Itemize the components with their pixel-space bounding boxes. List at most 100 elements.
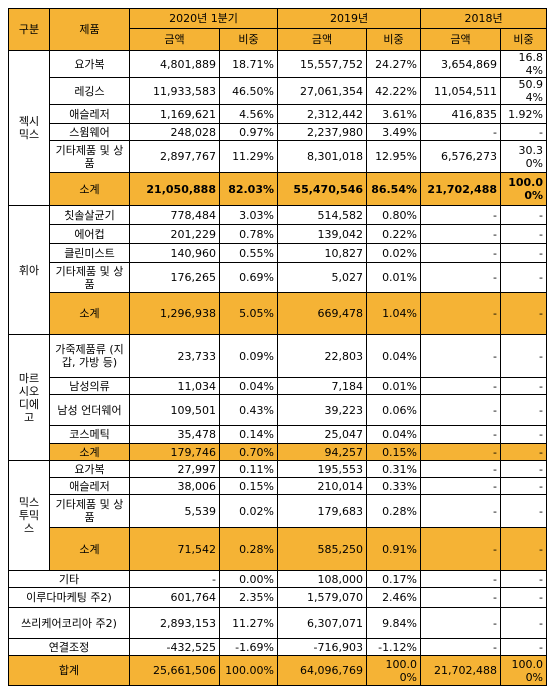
- value-cell: 8,301,018: [277, 140, 368, 173]
- subtotal-row: 소계 21,050,888 82.03% 55,470,546 86.54% 21,702…: [9, 172, 548, 206]
- value-cell: 5,539: [129, 494, 220, 528]
- value-cell: 0.70%: [218, 443, 279, 461]
- value-cell: 179,746: [129, 443, 220, 461]
- value-cell: -: [500, 394, 548, 426]
- product-label: 기타제품 및 상품: [49, 140, 130, 173]
- value-cell: 82.03%: [218, 172, 279, 206]
- group-name: 믹스 투믹 스: [8, 460, 50, 571]
- value-cell: 210,014: [277, 477, 368, 495]
- value-cell: -: [500, 377, 548, 395]
- product-label: 레깅스: [49, 77, 130, 105]
- table-row: 기타제품 및 상품 2,897,767 11.29% 8,301,018 12.95% 6…: [9, 140, 548, 173]
- value-cell: 6,307,071: [277, 607, 368, 639]
- value-cell: -: [420, 224, 502, 244]
- value-cell: 2,893,153: [129, 607, 220, 639]
- value-cell: 0.97%: [218, 123, 279, 141]
- value-cell: 46.50%: [218, 77, 279, 105]
- value-cell: 514,582: [277, 205, 368, 225]
- value-cell: 7,184: [277, 377, 368, 395]
- value-cell: 100.00%: [366, 655, 422, 686]
- header-amount: 금액: [129, 28, 220, 51]
- value-cell: 1.92%: [500, 104, 548, 124]
- value-cell: 11,933,583: [129, 77, 220, 105]
- product-label: 기타제품 및 상품: [49, 262, 130, 293]
- header-row: 구분 제품 2020년 1분기 2019년 2018년: [8, 8, 548, 51]
- header-product: 제품: [49, 8, 130, 51]
- product-label: 남성의류: [49, 377, 130, 395]
- value-cell: 1,296,938: [129, 292, 220, 335]
- subtotal-row: 소계 1,296,938 5.05% 669,478 1.04% - -: [9, 292, 548, 335]
- value-cell: 1,579,070: [277, 587, 368, 608]
- product-label: 가죽제품류 (지갑, 가방 등): [49, 334, 130, 378]
- value-cell: 0.00%: [218, 570, 279, 588]
- value-cell: 1,169,621: [129, 104, 220, 124]
- value-cell: -1.12%: [366, 638, 422, 656]
- value-cell: 11.29%: [218, 140, 279, 173]
- header-ratio: 비중: [366, 28, 422, 51]
- table-row: 애슬레저 1,169,621 4.56% 2,312,442 3.61% 416,835 1…: [9, 104, 548, 124]
- value-cell: 0.55%: [218, 243, 279, 263]
- value-cell: 55,470,546: [277, 172, 368, 206]
- group-name: 휘아: [8, 205, 50, 335]
- value-cell: 0.01%: [366, 377, 422, 395]
- value-cell: 6,576,273: [420, 140, 502, 173]
- value-cell: 2.46%: [366, 587, 422, 608]
- table-row: 휘아 칫솔살균기 778,484 3.03% 514,582 0.80% - -: [8, 205, 548, 335]
- header-amount: 금액: [277, 28, 368, 51]
- sales-table: 구분 제품 2020년 1분기 2019년 2018년 금액 비중 금액 비중 금액 비중 젝시 믹스…: [8, 8, 548, 686]
- value-cell: 22,803: [277, 334, 368, 378]
- value-cell: 23,733: [129, 334, 220, 378]
- value-cell: 4.56%: [218, 104, 279, 124]
- value-cell: 5,027: [277, 262, 368, 293]
- value-cell: 0.33%: [366, 477, 422, 495]
- value-cell: 669,478: [277, 292, 368, 335]
- value-cell: 0.78%: [218, 224, 279, 244]
- value-cell: -: [500, 334, 548, 378]
- value-cell: -: [500, 123, 548, 141]
- value-cell: 16.84%: [500, 50, 548, 78]
- extra-label: 기타: [8, 570, 130, 588]
- product-label: 요가복: [49, 460, 130, 478]
- header-ratio: 비중: [500, 28, 548, 51]
- value-cell: -: [420, 425, 502, 444]
- value-cell: 2,312,442: [277, 104, 368, 124]
- value-cell: 2,237,980: [277, 123, 368, 141]
- value-cell: 100.00%: [500, 655, 548, 686]
- value-cell: 139,042: [277, 224, 368, 244]
- value-cell: -: [500, 243, 548, 263]
- value-cell: -: [500, 425, 548, 444]
- table-row: 스윔웨어 248,028 0.97% 2,237,980 3.49% - -: [9, 123, 548, 141]
- value-cell: -: [500, 205, 548, 225]
- table-row: 기타제품 및 상품 5,539 0.02% 179,683 0.28% - -: [9, 494, 548, 528]
- value-cell: -: [500, 224, 548, 244]
- value-cell: 0.15%: [218, 477, 279, 495]
- header-period: 2018년: [420, 8, 548, 29]
- value-cell: -432,525: [129, 638, 220, 656]
- value-cell: 0.43%: [218, 394, 279, 426]
- value-cell: 0.28%: [218, 527, 279, 571]
- value-cell: 42.22%: [366, 77, 422, 105]
- value-cell: 3.03%: [218, 205, 279, 225]
- value-cell: 1.04%: [366, 292, 422, 335]
- product-label: 스윔웨어: [49, 123, 130, 141]
- header-period: 2020년 1분기: [128, 8, 279, 29]
- product-label: 에어컵: [49, 224, 130, 244]
- product-label: 남성 언더웨어: [49, 394, 130, 426]
- value-cell: 0.69%: [218, 262, 279, 293]
- product-label: 클린미스트: [49, 243, 130, 263]
- value-cell: 585,250: [277, 527, 368, 571]
- table-row: 믹스 투믹 스 요가복 27,997 0.11% 195,553 0.31% - -: [8, 460, 548, 571]
- value-cell: -: [129, 570, 220, 588]
- value-cell: 0.22%: [366, 224, 422, 244]
- table-row: 남성 언더웨어 109,501 0.43% 39,223 0.06% - -: [9, 394, 548, 426]
- value-cell: 12.95%: [366, 140, 422, 173]
- value-cell: 201,229: [129, 224, 220, 244]
- value-cell: 0.15%: [366, 443, 422, 461]
- group-name: 마르 시오 디에 고: [8, 334, 50, 461]
- value-cell: -: [420, 587, 502, 608]
- value-cell: 15,557,752: [277, 50, 368, 78]
- value-cell: 0.04%: [218, 377, 279, 395]
- value-cell: -: [420, 460, 502, 478]
- value-cell: 0.17%: [366, 570, 422, 588]
- value-cell: -: [420, 243, 502, 263]
